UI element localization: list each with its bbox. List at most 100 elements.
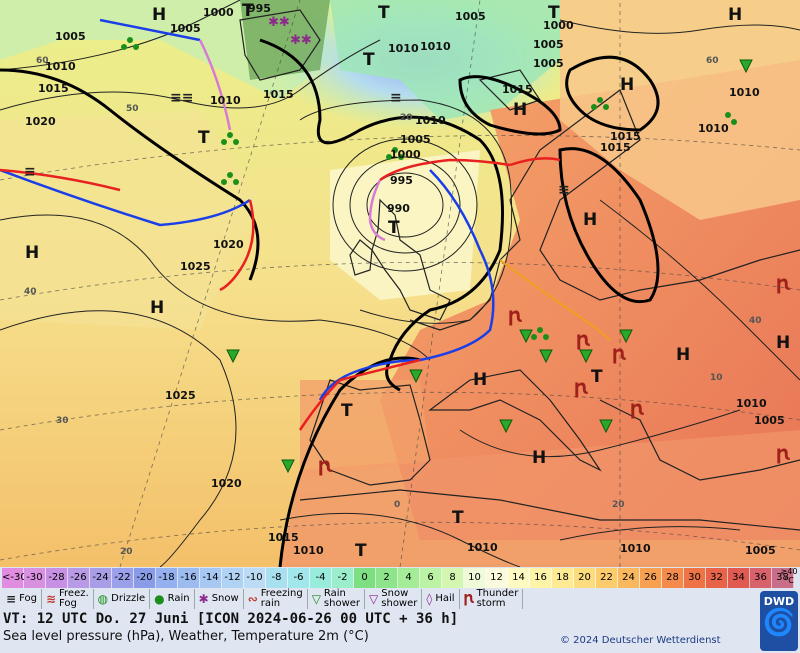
- rain-symbols: [121, 37, 737, 340]
- latitude-30: [0, 521, 800, 561]
- scale-cell: -14: [200, 568, 222, 588]
- isobar-label: 1005: [55, 30, 86, 43]
- isobar-label: 1025: [165, 389, 196, 402]
- grid-temperature-label: 60: [706, 56, 719, 66]
- scale-cell: 4: [398, 568, 420, 588]
- grid-temperature-label: 20: [612, 500, 625, 510]
- isobar-label: 1005: [533, 38, 564, 51]
- low-pressure-center: T: [548, 3, 560, 23]
- scale-cell: 16: [530, 568, 552, 588]
- isobar-n2: [0, 39, 381, 111]
- logo-text: DWD: [763, 595, 795, 608]
- high-pressure-center: H: [728, 5, 742, 25]
- scale-cell: 6: [420, 568, 442, 588]
- isobar-e-1010: [599, 199, 800, 381]
- legend-symbol-rain: ● Rain: [150, 589, 195, 609]
- isobar-bold-iceland: [458, 75, 562, 136]
- snow-symbols: ✱✱✱✱: [268, 15, 312, 48]
- isobar-low-1000: [332, 138, 478, 272]
- legend-symbol-label: Freez. Fog: [59, 588, 89, 609]
- legend-symbol-icon: ▽: [311, 592, 321, 606]
- isobar-label: 1010: [415, 114, 446, 127]
- isobar-label: 1010: [210, 94, 241, 107]
- isobar-label: 1010: [45, 60, 76, 73]
- isobar-bold-iberia: [278, 356, 421, 567]
- scale-cell: -24: [90, 568, 112, 588]
- high-pressure-center: H: [583, 210, 597, 230]
- isobar-bold-1010-low: [259, 38, 504, 392]
- svg-text:≡≡: ≡≡: [170, 90, 193, 106]
- scale-cell: 36: [750, 568, 772, 588]
- coastlines: [239, 9, 800, 531]
- temperature-scale-unit: ≥40 °C: [779, 567, 799, 585]
- legend-panel: <-30 -30 -28 -26 -24 -22 -20 -18 -16 -14 -12 -10 -8-…: [0, 567, 800, 653]
- weather-symbol-legend: ≡ Fog ≋ Freez. Fog ◍ Drizzle ● Rain ✱ Snow ∾ Freezi…: [2, 588, 524, 609]
- isobar-ne-1005: [559, 19, 800, 34]
- high-pressure-center: H: [25, 243, 39, 263]
- isobar-label: 1005: [170, 22, 201, 35]
- low-pressure-center: T: [363, 50, 375, 70]
- isobar-label: 1015: [502, 83, 533, 96]
- isobar-label: 1010: [620, 542, 651, 555]
- legend-symbol-snow: ✱ Snow: [195, 589, 244, 609]
- isobars: [0, 0, 800, 567]
- low-pressure-center: T: [452, 508, 464, 528]
- coast-ireland: [349, 239, 373, 276]
- legend-symbol-snow-shower: ▽ Snow shower: [365, 589, 423, 609]
- svg-text:Ꞃ: Ꞃ: [508, 307, 522, 326]
- legend-symbol-icon: ✱: [198, 592, 209, 606]
- isobar-label: 1025: [180, 260, 211, 273]
- svg-text:Ꞃ: Ꞃ: [612, 345, 626, 364]
- scale-cell: 34: [728, 568, 750, 588]
- legend-symbol-icon: Ꞃ: [463, 592, 474, 606]
- svg-text:Ꞃ: Ꞃ: [574, 379, 588, 398]
- legend-symbol-icon: ◊: [426, 592, 433, 606]
- legend-symbol-fog: ≡ Fog: [2, 589, 42, 609]
- isobar-1020: [0, 214, 431, 361]
- greenland-land: [240, 0, 330, 80]
- scale-cell: -16: [178, 568, 200, 588]
- legend-symbol-freezing-rain: ∾ Freezing rain: [244, 589, 308, 609]
- temperature-scale: <-30 -30 -28 -26 -24 -22 -20 -18 -16 -14 -12 -10 -8-…: [2, 568, 794, 588]
- legend-symbol-icon: ≋: [45, 592, 56, 606]
- isobar-label: 1010: [698, 122, 729, 135]
- isobar-label: 995: [390, 174, 413, 187]
- scale-cell: -20: [134, 568, 156, 588]
- scale-cell: 10: [464, 568, 486, 588]
- isobar-label: 1015: [38, 82, 69, 95]
- isobar-label: 1015: [268, 531, 299, 544]
- scale-cell: -2: [332, 568, 354, 588]
- isobar-label: 1005: [533, 57, 564, 70]
- fronts: [0, 18, 611, 431]
- temp-field-africa: [280, 430, 800, 567]
- scale-cell: -12: [222, 568, 244, 588]
- isobar-low-990: [366, 172, 444, 238]
- svg-text:≡: ≡: [24, 164, 36, 180]
- scale-cell: -26: [68, 568, 90, 588]
- legend-symbol-icon: ◍: [97, 592, 109, 606]
- graticule: [0, 0, 800, 567]
- high-pressure-center: H: [676, 345, 690, 365]
- isobar-label: 1015: [600, 141, 631, 154]
- scale-cell: <-30: [2, 568, 27, 588]
- svg-text:Ꞃ: Ꞃ: [576, 331, 590, 350]
- coast-balkans: [599, 399, 800, 481]
- grid-temperature-label: 20: [400, 113, 413, 123]
- scale-cell: 28: [662, 568, 684, 588]
- legend-symbol-rain-shower: ▽ Rain shower: [308, 589, 366, 609]
- isobar-low-995: [349, 156, 461, 254]
- scale-cell: 38: [772, 568, 794, 588]
- weather-symbols: ꞂꞂꞂ ꞂꞂꞂ ꞂꞂ ✱✱✱✱ ≡≡ ≡≡≡: [24, 15, 790, 476]
- isobar-label: 1005: [400, 133, 431, 146]
- unit-top: ≥40: [780, 567, 798, 576]
- isobar-label: 1020: [211, 477, 242, 490]
- isobar-n1: [0, 0, 241, 71]
- high-pressure-center: H: [620, 75, 634, 95]
- low-pressure-center: T: [355, 541, 367, 561]
- high-pressure-center: H: [150, 298, 164, 318]
- isobar-label: 1015: [610, 130, 641, 143]
- scale-cell: 20: [574, 568, 596, 588]
